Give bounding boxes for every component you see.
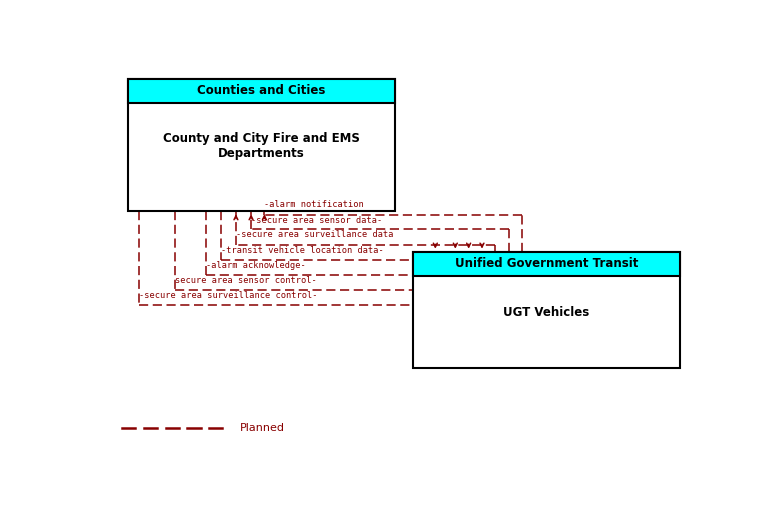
Text: Planned: Planned [240,423,285,433]
Text: -transit vehicle location data-: -transit vehicle location data- [221,246,383,255]
Text: County and City Fire and EMS
Departments: County and City Fire and EMS Departments [163,132,360,160]
Bar [128,79,395,103]
Bar [128,79,395,211]
Text: -secure area sensor data-: -secure area sensor data- [251,216,382,224]
Text: secure area sensor control-: secure area sensor control- [175,276,317,285]
Text: -alarm notification: -alarm notification [264,200,364,209]
Text: -secure area surveillance control-: -secure area surveillance control- [139,291,317,300]
Text: UGT Vehicles: UGT Vehicles [503,306,590,319]
Bar [413,252,680,368]
Bar [413,252,680,276]
Text: -alarm acknowledge-: -alarm acknowledge- [206,260,306,270]
Text: Counties and Cities: Counties and Cities [197,84,325,97]
Text: Unified Government Transit: Unified Government Transit [454,257,638,270]
Text: -secure area surveillance data: -secure area surveillance data [236,231,393,240]
